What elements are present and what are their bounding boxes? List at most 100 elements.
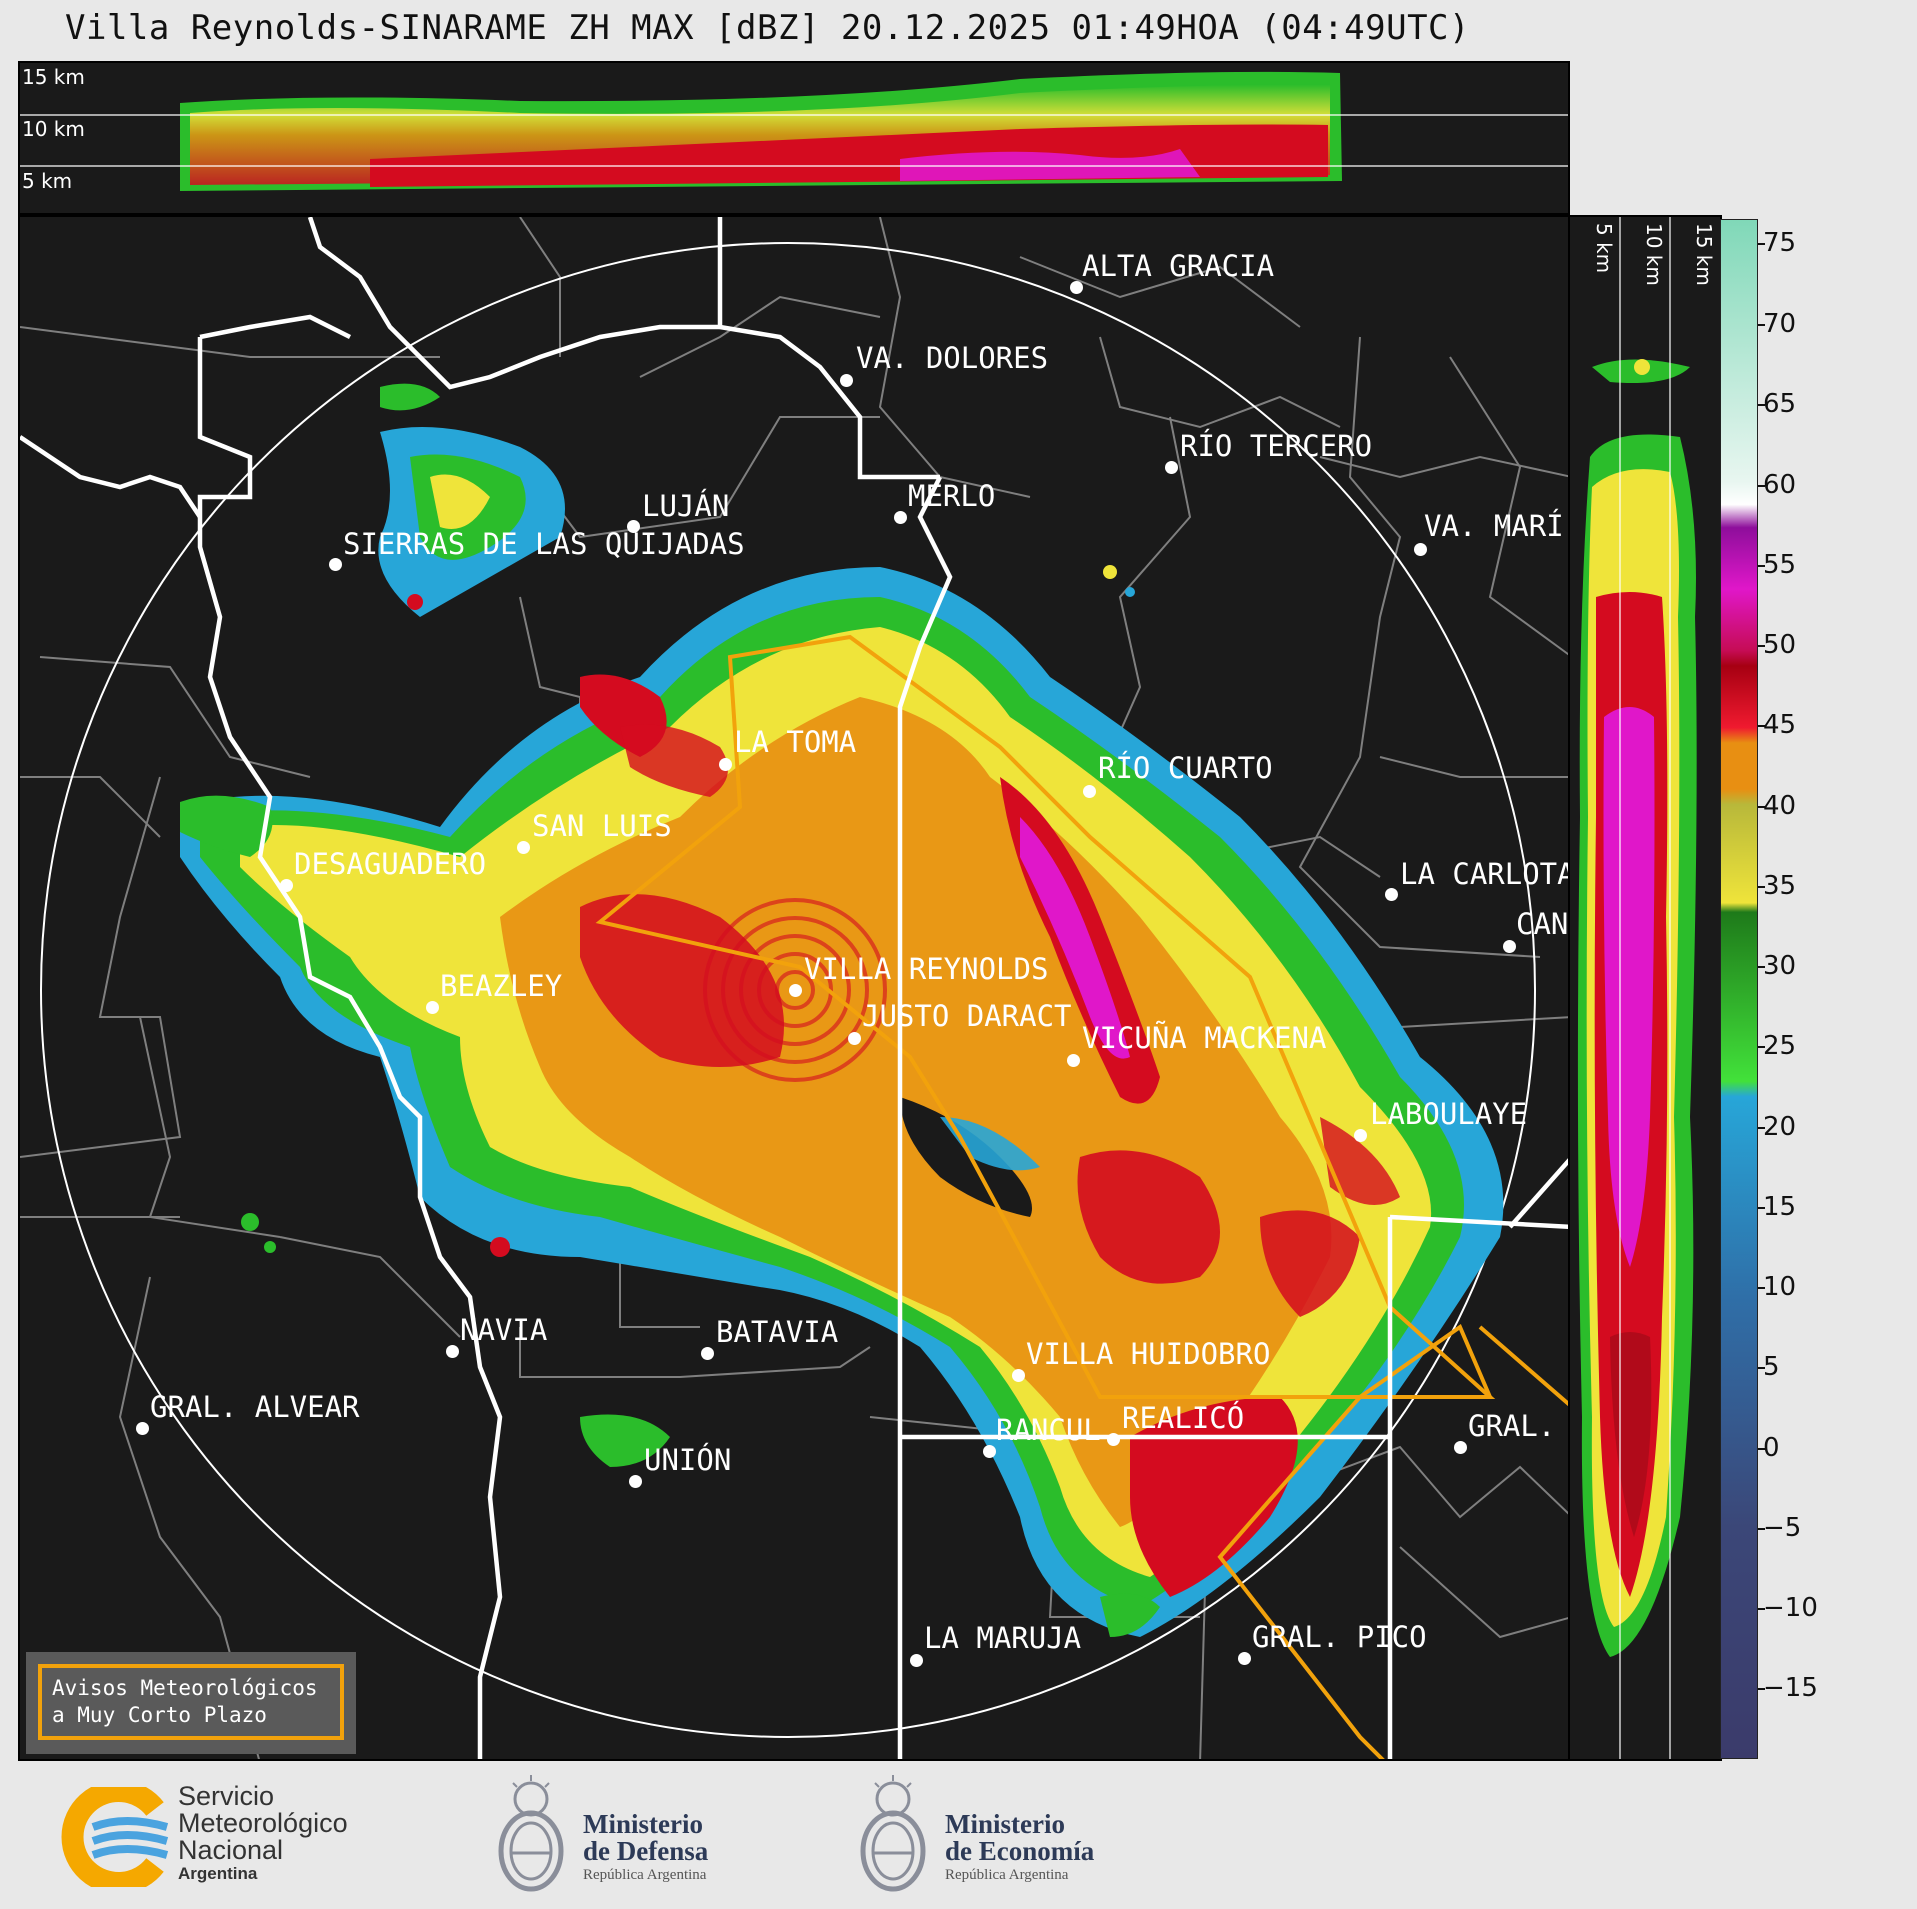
defensa-line1: Ministerio (583, 1809, 703, 1839)
city-dot (1083, 785, 1096, 798)
colorbar-tick (1758, 1448, 1765, 1450)
city-dot (1503, 940, 1516, 953)
national-emblem-icon (498, 1775, 564, 1892)
city-label-laboulaye: LABOULAYE (1370, 1097, 1528, 1131)
dbz-colorbar (1720, 219, 1758, 1759)
city-label-rancul: RANCUL (996, 1413, 1101, 1447)
side-cross-section-panel: 5 km 10 km 15 km (1570, 215, 1722, 1761)
economia-logo-text: Ministerio de Economía República Argenti… (945, 1811, 1094, 1885)
top-cross-section-svg (20, 71, 1568, 191)
smn-logo-icon (61, 1787, 169, 1887)
city-label-rio-cuarto: RÍO CUARTO (1098, 751, 1273, 785)
colorbar-label-75: 75 (1763, 228, 1797, 258)
smn-line1: Servicio (178, 1781, 275, 1811)
city-label-justo-daract: JUSTO DARACT (862, 999, 1072, 1033)
city-label-navia: NAVIA (460, 1313, 548, 1347)
city-dot (701, 1347, 714, 1360)
city-dot (629, 1475, 642, 1488)
province-boundaries (20, 217, 1568, 1759)
colorbar-label-55: 55 (1763, 550, 1797, 580)
avisos-box: Avisos Meteorológicos a Muy Corto Plazo (38, 1664, 344, 1740)
smn-line2: Meteorológico (178, 1808, 348, 1838)
city-label-union: UNIÓN (644, 1443, 732, 1477)
colorbar-tick (1758, 1688, 1765, 1690)
smn-line3: Nacional (178, 1835, 284, 1865)
city-label-gral-alvear: GRAL. ALVEAR (150, 1390, 360, 1424)
colorbar-tick (1758, 1287, 1765, 1289)
city-label-desaguadero: DESAGUADERO (294, 847, 487, 881)
city-label-batavia: BATAVIA (716, 1315, 839, 1349)
colorbar-label-minus10: −10 (1763, 1593, 1818, 1623)
economia-line2: de Economía (945, 1836, 1095, 1866)
city-label-va-mari: VA. MARÍ (1424, 509, 1564, 543)
colorbar-tick (1758, 1207, 1765, 1209)
avisos-line1: Avisos Meteorológicos (52, 1676, 318, 1700)
colorbar-label-minus5: −5 (1763, 1513, 1802, 1543)
colorbar-label-35: 35 (1763, 871, 1797, 901)
city-dot (1454, 1441, 1467, 1454)
colorbar-label-30: 30 (1763, 951, 1797, 981)
economia-line1: Ministerio (945, 1809, 1065, 1839)
city-dot (329, 558, 342, 571)
colorbar-tick (1758, 645, 1765, 647)
colorbar-tick (1758, 725, 1765, 727)
colorbar-label-65: 65 (1763, 389, 1797, 419)
city-dot (1238, 1652, 1251, 1665)
city-dot (719, 758, 732, 771)
radar-map[interactable]: ALTA GRACIA VA. DOLORES RÍO TERCERO LUJÁ… (18, 215, 1570, 1761)
side-label-10km: 10 km (1642, 223, 1666, 286)
colorbar-label-40: 40 (1763, 791, 1797, 821)
colorbar-label-50: 50 (1763, 630, 1797, 660)
city-label-beazley: BEAZLEY (440, 969, 563, 1003)
colorbar-label-70: 70 (1763, 309, 1797, 339)
smn-line4: Argentina (178, 1864, 258, 1883)
city-label-lujan: LUJÁN (642, 489, 730, 523)
city-dot (426, 1001, 439, 1014)
city-label-la-maruja: LA MARUJA (924, 1621, 1082, 1655)
colorbar-label-0: 0 (1763, 1433, 1780, 1463)
radar-map-svg (20, 217, 1570, 1761)
city-label-gral-pico: GRAL. PICO (1252, 1620, 1427, 1654)
colorbar-tick (1758, 966, 1765, 968)
city-dot (1070, 281, 1083, 294)
city-label-realico: REALICÓ (1122, 1401, 1245, 1435)
side-label-5km: 5 km (1592, 223, 1616, 274)
defensa-line2: de Defensa (583, 1836, 709, 1866)
city-dot (840, 374, 853, 387)
side-label-15km: 15 km (1692, 223, 1716, 286)
avisos-badge[interactable]: Avisos Meteorológicos a Muy Corto Plazo (26, 1652, 356, 1754)
city-dot (136, 1422, 149, 1435)
city-dot (848, 1032, 861, 1045)
city-label-va-dolores: VA. DOLORES (856, 341, 1049, 375)
colorbar-tick (1758, 324, 1765, 326)
colorbar-label-minus15: −15 (1763, 1673, 1818, 1703)
colorbar-tick (1758, 886, 1765, 888)
city-dot (1165, 461, 1178, 474)
side-cross-section-svg (1577, 217, 1697, 1759)
city-dot (983, 1445, 996, 1458)
colorbar-tick (1758, 1046, 1765, 1048)
warning-polygons[interactable] (595, 634, 1570, 1761)
colorbar-label-15: 15 (1763, 1192, 1797, 1222)
defensa-logo-text: Ministerio de Defensa República Argentin… (583, 1811, 708, 1885)
colorbar-tick (1758, 404, 1765, 406)
smn-logo-text: Servicio Meteorológico Nacional Argentin… (178, 1783, 348, 1884)
city-dot (894, 511, 907, 524)
colorbar-label-20: 20 (1763, 1112, 1797, 1142)
city-label-sierras-de-las-quijadas: SIERRAS DE LAS QUIJADAS (343, 527, 745, 561)
colorbar-label-60: 60 (1763, 470, 1797, 500)
city-label-can: CAN (1516, 907, 1569, 941)
colorbar-label-10: 10 (1763, 1272, 1797, 1302)
footer-logos: Servicio Meteorológico Nacional Argentin… (0, 1761, 1917, 1909)
radar-range-ring (40, 242, 1536, 1738)
colorbar-label-25: 25 (1763, 1031, 1797, 1061)
map-title: Villa Reynolds-SINARAME ZH MAX [dBZ] 20.… (65, 8, 1470, 48)
top-label-15km: 15 km (22, 65, 85, 89)
city-dot (446, 1345, 459, 1358)
colorbar-tick (1758, 1608, 1765, 1610)
city-dot (1012, 1369, 1025, 1382)
radar-site-dot (789, 984, 802, 997)
city-label-villa-reynolds: VILLA REYNOLDS (804, 952, 1049, 986)
colorbar-label-5: 5 (1763, 1352, 1780, 1382)
colorbar-tick (1758, 806, 1765, 808)
